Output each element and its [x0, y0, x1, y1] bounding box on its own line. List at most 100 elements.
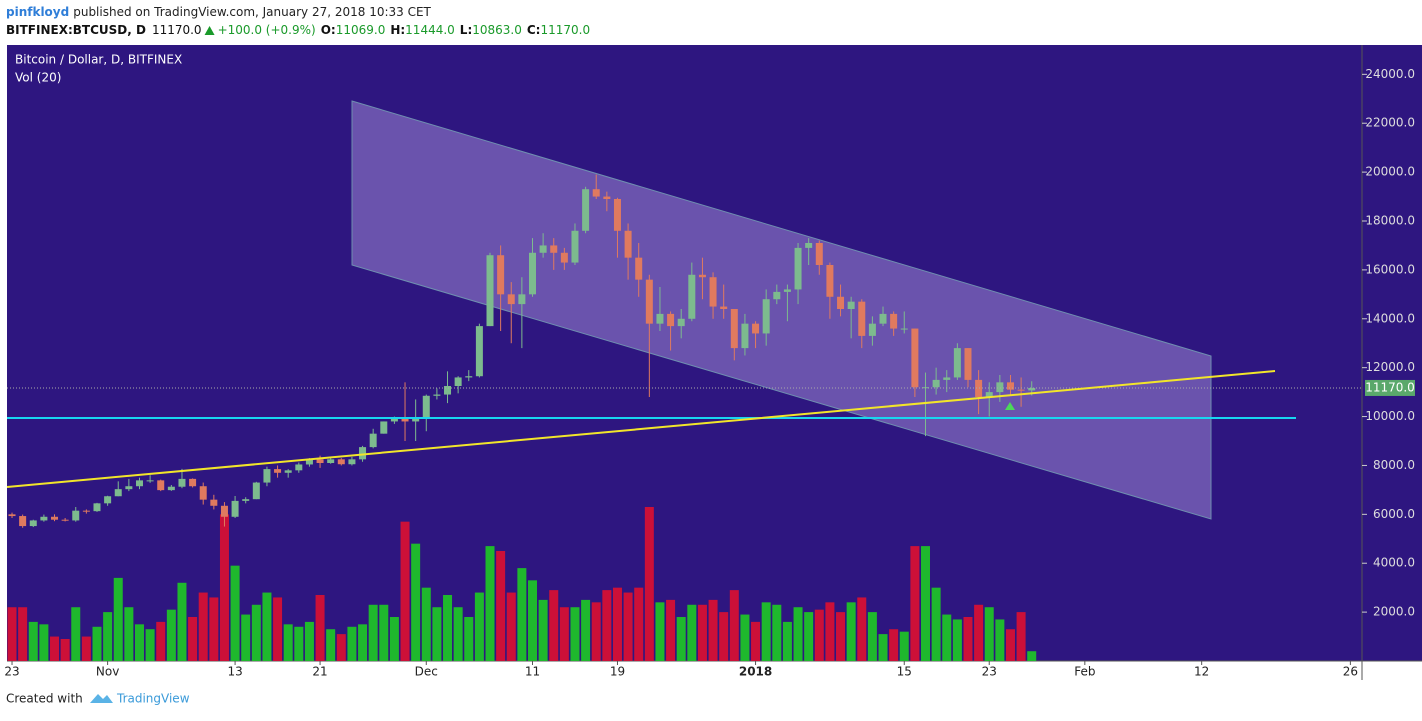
candle-body — [157, 480, 165, 491]
candle-body — [327, 459, 335, 463]
volume-bar — [644, 507, 654, 661]
y-tick-label: 2000.0 — [1373, 605, 1415, 619]
volume-bar — [336, 634, 346, 661]
candle-body — [444, 386, 452, 395]
candle-body — [613, 199, 621, 231]
volume-bar — [18, 607, 28, 661]
candle-body — [996, 382, 1004, 393]
candle-body — [167, 486, 175, 491]
candle-body — [210, 499, 218, 506]
candle-body — [454, 377, 462, 386]
candle-body — [656, 313, 664, 324]
volume-bar — [549, 590, 559, 661]
candle-body — [507, 294, 515, 305]
candle-body — [146, 480, 154, 482]
candle-body — [252, 482, 260, 500]
symbol: BITFINEX:BTCUSD, D — [6, 23, 146, 37]
candle-body — [635, 257, 643, 280]
volume-bar — [729, 590, 739, 661]
volume-bar — [368, 604, 378, 661]
x-tick-label: 12 — [1194, 665, 1209, 679]
footer-brand[interactable]: TradingView — [116, 692, 190, 706]
volume-bar — [836, 612, 846, 661]
candle-body — [890, 313, 898, 329]
volume-bar — [591, 602, 601, 661]
volume-bar — [740, 614, 750, 661]
candle-body — [104, 496, 112, 504]
volume-bar — [432, 607, 442, 661]
candle-body — [390, 419, 398, 422]
candle-body — [61, 519, 69, 521]
volume-bar — [198, 592, 208, 661]
candle-body — [518, 294, 526, 305]
candle-body — [51, 516, 59, 520]
volume-bar — [7, 607, 17, 661]
volume-bar — [166, 609, 176, 661]
candle-body — [879, 313, 887, 324]
candle-body — [539, 245, 547, 253]
volume-bar — [942, 614, 952, 661]
volume-bar — [697, 604, 707, 661]
volume-bar — [719, 612, 729, 661]
volume-bar — [209, 597, 219, 661]
volume-bar — [963, 617, 973, 661]
volume-bar — [389, 617, 399, 661]
candle-body — [900, 328, 908, 330]
volume-bar — [1027, 651, 1037, 661]
volume-bar — [889, 629, 899, 661]
volume-bar — [772, 604, 782, 661]
volume-bar — [995, 619, 1005, 661]
candle-body — [847, 301, 855, 309]
volume-bar — [411, 543, 421, 661]
volume-bar — [1005, 629, 1015, 661]
volume-bar — [899, 631, 909, 661]
volume-bar — [878, 634, 888, 661]
last: 11170.0 — [152, 23, 202, 37]
candle-body — [624, 230, 632, 258]
candle-body — [868, 323, 876, 336]
author[interactable]: pinfkloyd — [6, 5, 69, 19]
last-price-label: 11170.0 — [1365, 380, 1415, 394]
candle-body — [837, 296, 845, 309]
candle-body — [82, 510, 90, 512]
candle-body — [794, 247, 802, 290]
volume-bar — [708, 599, 718, 661]
candle-body — [359, 447, 367, 460]
candle-body — [815, 243, 823, 265]
volume-bar — [782, 621, 792, 661]
candle-body — [475, 326, 483, 377]
candle-body — [412, 417, 420, 422]
volume-bar — [273, 597, 283, 661]
y-tick-label: 6000.0 — [1373, 507, 1415, 521]
candle-body — [348, 459, 356, 465]
channel — [351, 100, 1212, 520]
y-tick-label: 16000.0 — [1365, 262, 1415, 276]
volume-bar — [581, 599, 591, 661]
volume-bar — [188, 617, 198, 661]
candle-layer — [7, 174, 1362, 528]
candle-body — [688, 274, 696, 319]
candle-body — [667, 313, 675, 327]
ohlc-value: 11444.0 — [405, 23, 455, 37]
candle-body — [486, 255, 494, 327]
volume-bar — [464, 617, 474, 661]
trend-line — [6, 370, 1276, 488]
footer-created: Created with — [6, 692, 83, 706]
volume-bar — [517, 568, 527, 661]
ohlc-label: H: — [390, 23, 405, 37]
candle-body — [741, 323, 749, 349]
volume-bar — [400, 521, 410, 661]
candle-body — [422, 395, 430, 418]
volume-bar — [177, 582, 187, 661]
volume-bar — [496, 551, 506, 661]
plot-area — [7, 45, 1422, 661]
candle-body — [858, 301, 866, 336]
header-line-2: BITFINEX:BTCUSD, D 11170.0 +100.0 (+0.9%) O… — [6, 23, 590, 37]
volume-bar — [124, 607, 134, 661]
x-tick-label: 23 — [982, 665, 997, 679]
candle-body — [220, 505, 228, 517]
x-tick-label: 2018 — [739, 665, 772, 679]
volume-bar — [559, 607, 569, 661]
